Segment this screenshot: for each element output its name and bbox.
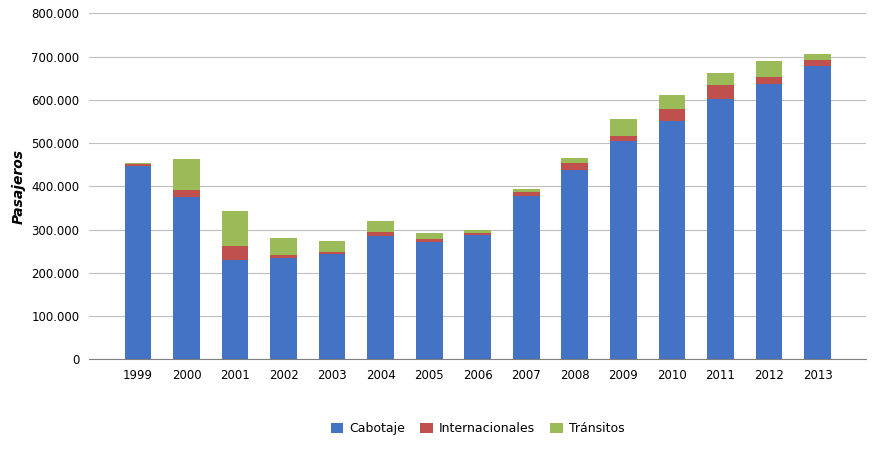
Bar <box>610 119 637 136</box>
Bar <box>367 221 394 232</box>
Bar <box>367 232 394 236</box>
Bar <box>125 166 151 359</box>
Bar <box>416 233 443 239</box>
Bar <box>416 242 443 359</box>
Bar <box>271 255 297 258</box>
Bar <box>755 77 782 84</box>
Legend: Cabotaje, Internacionales, Tránsitos: Cabotaje, Internacionales, Tránsitos <box>326 417 630 440</box>
Bar <box>125 164 151 166</box>
Bar <box>562 163 588 170</box>
Bar <box>464 230 491 233</box>
Bar <box>513 189 539 192</box>
Bar <box>610 141 637 359</box>
Bar <box>707 99 734 359</box>
Bar <box>271 258 297 359</box>
Bar <box>513 192 539 196</box>
Bar <box>707 85 734 99</box>
Bar <box>319 254 346 359</box>
Bar <box>416 239 443 242</box>
Bar <box>221 211 248 246</box>
Bar <box>658 109 685 121</box>
Bar <box>805 54 830 60</box>
Bar <box>707 73 734 85</box>
Bar <box>125 163 151 164</box>
Bar <box>464 235 491 359</box>
Bar <box>805 60 830 66</box>
Bar <box>610 136 637 141</box>
Bar <box>173 158 200 190</box>
Bar <box>173 190 200 197</box>
Bar <box>319 241 346 252</box>
Bar <box>319 252 346 254</box>
Bar <box>367 236 394 359</box>
Bar <box>755 62 782 77</box>
Bar <box>271 238 297 255</box>
Bar <box>173 197 200 359</box>
Bar <box>805 66 830 359</box>
Bar <box>221 246 248 260</box>
Bar <box>513 196 539 359</box>
Bar <box>658 95 685 109</box>
Bar <box>658 121 685 359</box>
Bar <box>562 170 588 359</box>
Bar <box>221 260 248 359</box>
Bar <box>755 84 782 359</box>
Y-axis label: Pasajeros: Pasajeros <box>12 149 26 224</box>
Bar <box>562 158 588 163</box>
Bar <box>464 233 491 235</box>
